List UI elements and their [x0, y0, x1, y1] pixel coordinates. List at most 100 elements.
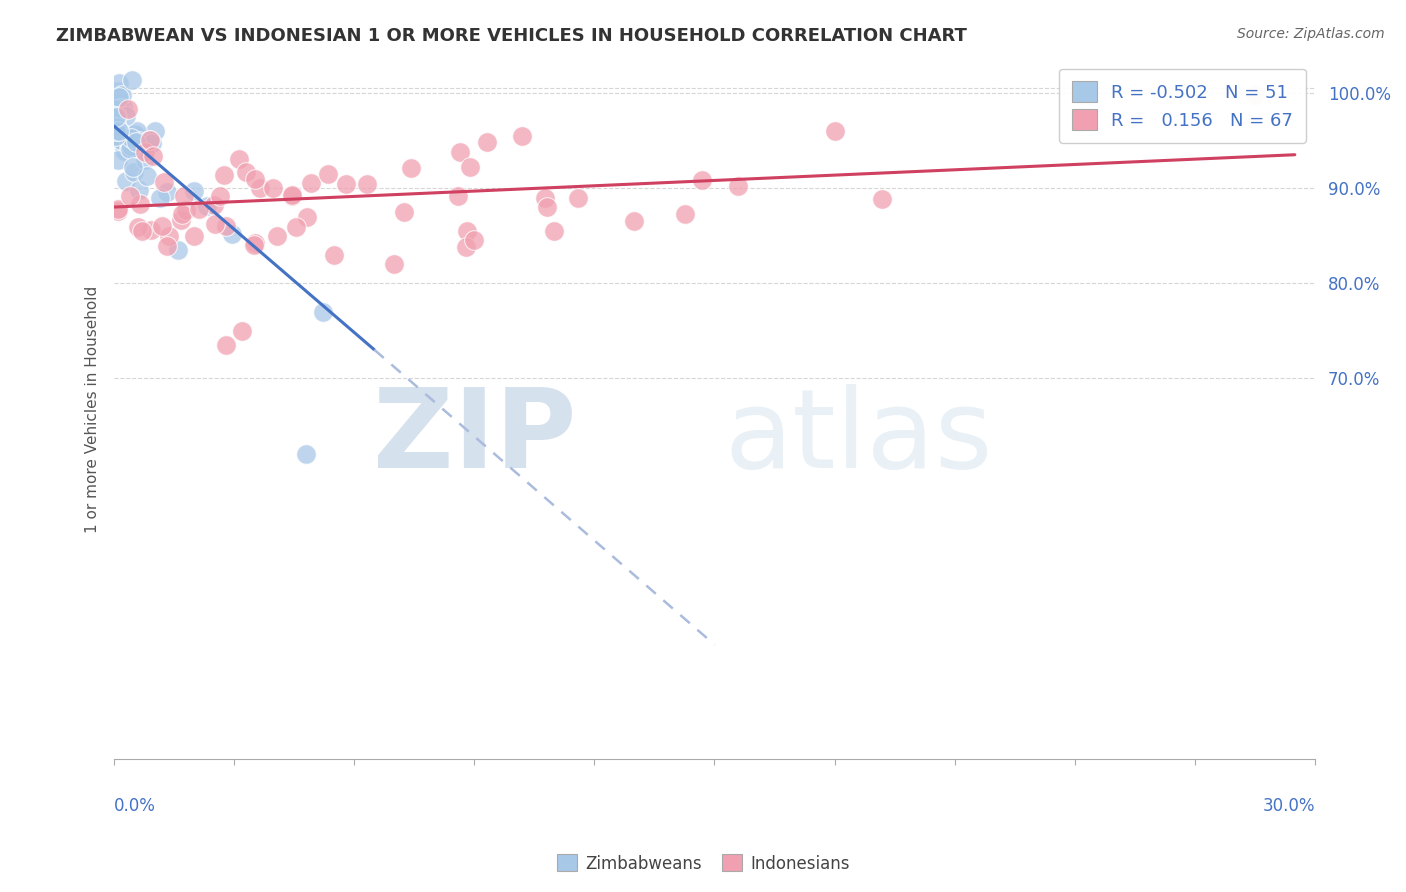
Point — [110, 133, 132, 147]
Point — [107, 128, 129, 143]
Point — [138, 133, 160, 147]
Point — [110, 95, 132, 110]
Point — [183, 184, 205, 198]
Point — [295, 447, 318, 461]
Point — [1243, 87, 1265, 102]
Text: 0.0%: 0.0% — [114, 797, 156, 815]
Point — [112, 136, 135, 151]
Point — [245, 172, 267, 186]
Point — [107, 202, 129, 216]
Point — [138, 133, 160, 147]
Point — [114, 143, 136, 157]
Point — [173, 189, 195, 203]
Point — [107, 153, 129, 167]
Point — [118, 135, 141, 149]
Point — [458, 160, 481, 174]
Point — [188, 202, 211, 216]
Point — [105, 110, 128, 124]
Point — [295, 210, 318, 224]
Point — [567, 191, 589, 205]
Point — [235, 165, 257, 179]
Point — [105, 109, 128, 123]
Point — [215, 338, 238, 352]
Point — [127, 128, 149, 143]
Point — [139, 223, 162, 237]
Point — [118, 143, 141, 157]
Point — [281, 189, 304, 203]
Point — [335, 177, 357, 191]
Point — [107, 204, 129, 219]
Point — [167, 243, 190, 257]
Point — [128, 183, 150, 197]
Point — [534, 192, 557, 206]
Point — [281, 188, 304, 202]
Point — [125, 123, 148, 137]
Point — [105, 128, 128, 143]
Text: ZIMBABWEAN VS INDONESIAN 1 OR MORE VEHICLES IN HOUSEHOLD CORRELATION CHART: ZIMBABWEAN VS INDONESIAN 1 OR MORE VEHIC… — [56, 27, 967, 45]
Point — [134, 153, 156, 168]
Point — [105, 123, 128, 137]
Point — [824, 124, 846, 138]
Point — [172, 206, 194, 220]
Point — [510, 128, 533, 143]
Point — [228, 152, 250, 166]
Point — [150, 219, 173, 233]
Point — [262, 181, 284, 195]
Text: 30.0%: 30.0% — [1263, 797, 1315, 815]
Point — [105, 117, 128, 131]
Point — [870, 192, 893, 206]
Point — [456, 224, 478, 238]
Point — [231, 324, 253, 338]
Point — [131, 224, 153, 238]
Point — [477, 135, 499, 149]
Point — [382, 257, 405, 271]
Point — [156, 185, 179, 199]
Point — [312, 305, 335, 319]
Point — [142, 149, 165, 163]
Point — [463, 233, 485, 247]
Point — [157, 229, 180, 244]
Legend: Zimbabweans, Indonesians: Zimbabweans, Indonesians — [550, 847, 856, 880]
Point — [108, 101, 131, 115]
Point — [266, 228, 288, 243]
Point — [215, 219, 238, 233]
Point — [209, 189, 232, 203]
Point — [202, 198, 225, 212]
Point — [323, 247, 346, 261]
Point — [124, 127, 146, 141]
Point — [316, 167, 339, 181]
Point — [394, 205, 416, 219]
Point — [118, 142, 141, 156]
Text: ZIP: ZIP — [373, 384, 576, 491]
Point — [456, 239, 478, 253]
Point — [105, 120, 128, 135]
Point — [401, 161, 423, 175]
Point — [245, 235, 267, 250]
Point — [299, 177, 322, 191]
Legend: R = -0.502   N = 51, R =   0.156   N = 67: R = -0.502 N = 51, R = 0.156 N = 67 — [1059, 69, 1306, 143]
Point — [120, 188, 142, 202]
Point — [108, 90, 131, 104]
Point — [134, 145, 156, 159]
Point — [156, 239, 179, 253]
Point — [623, 214, 645, 228]
Point — [174, 202, 197, 217]
Point — [112, 144, 135, 158]
Point — [149, 191, 172, 205]
Point — [143, 124, 166, 138]
Point — [115, 173, 138, 187]
Point — [127, 219, 149, 234]
Point — [107, 124, 129, 138]
Point — [111, 100, 134, 114]
Point — [122, 160, 145, 174]
Point — [221, 227, 243, 242]
Point — [243, 238, 266, 252]
Point — [356, 178, 378, 192]
Point — [128, 134, 150, 148]
Point — [690, 173, 713, 187]
Point — [169, 213, 191, 227]
Point — [128, 196, 150, 211]
Point — [183, 228, 205, 243]
Point — [108, 87, 131, 102]
Point — [543, 224, 565, 238]
